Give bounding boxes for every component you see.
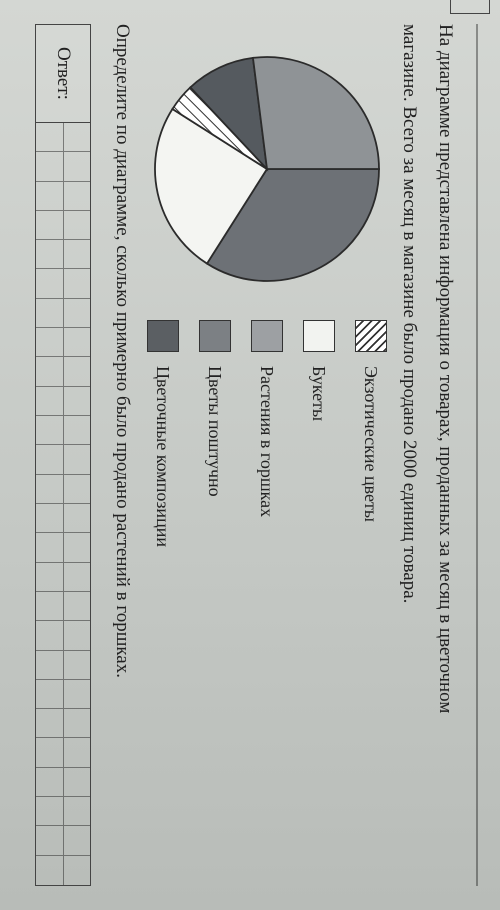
answer-cell[interactable] <box>36 533 63 562</box>
answer-cell[interactable] <box>63 797 90 826</box>
answer-cell[interactable] <box>63 269 90 298</box>
answer-cell[interactable] <box>36 738 63 767</box>
legend-swatch-single <box>199 320 231 352</box>
pie-slice <box>253 57 379 169</box>
legend-swatch-exotic <box>355 320 387 352</box>
answer-cell[interactable] <box>36 797 63 826</box>
answer-cell[interactable] <box>36 709 63 738</box>
task-text-line2: магазине. Всего за месяц в магазине было… <box>397 24 423 886</box>
answer-row: Ответ: <box>35 24 91 886</box>
answer-cell[interactable] <box>63 152 90 181</box>
answer-cell[interactable] <box>36 563 63 592</box>
answer-cell[interactable] <box>36 651 63 680</box>
legend-item-compositions: Цветочные композиции <box>147 320 179 547</box>
legend-swatch-pots <box>251 320 283 352</box>
answer-cell[interactable] <box>36 621 63 650</box>
task-text-line1: На диаграмме представлена информация о т… <box>432 24 458 886</box>
legend-item-exotic: Экзотические цветы <box>355 320 387 547</box>
answer-cell[interactable] <box>63 416 90 445</box>
legend-label-pots: Растения в горшках <box>256 366 277 517</box>
answer-cell[interactable] <box>63 592 90 621</box>
answer-cell[interactable] <box>36 328 63 357</box>
answer-cell[interactable] <box>36 387 63 416</box>
legend-item-bouquets: Букеты <box>303 320 335 547</box>
answer-cell[interactable] <box>36 768 63 797</box>
answer-cell[interactable] <box>63 182 90 211</box>
answer-cell[interactable] <box>36 357 63 386</box>
answer-cell[interactable] <box>63 533 90 562</box>
worksheet-page: На диаграмме представлена информация о т… <box>0 0 500 910</box>
question-text: Определите по диаграмме, сколько примерн… <box>111 24 133 886</box>
answer-cell[interactable] <box>63 504 90 533</box>
problem-number-box <box>450 0 490 14</box>
answer-cell[interactable] <box>63 563 90 592</box>
answer-cell[interactable] <box>36 504 63 533</box>
legend: Экзотические цветы Букеты Растения в гор… <box>147 320 387 547</box>
answer-label: Ответ: <box>35 24 91 123</box>
answer-cell[interactable] <box>63 680 90 709</box>
legend-label-compositions: Цветочные композиции <box>152 366 173 547</box>
answer-cell[interactable] <box>36 152 63 181</box>
answer-cell[interactable] <box>36 680 63 709</box>
answer-cell[interactable] <box>36 445 63 474</box>
answer-cell[interactable] <box>36 123 63 152</box>
legend-label-bouquets: Букеты <box>308 366 329 421</box>
answer-cell[interactable] <box>63 445 90 474</box>
answer-cell[interactable] <box>63 240 90 269</box>
answer-cell[interactable] <box>63 738 90 767</box>
answer-cell[interactable] <box>36 211 63 240</box>
answer-cell[interactable] <box>36 299 63 328</box>
answer-cell[interactable] <box>36 416 63 445</box>
answer-cell[interactable] <box>36 269 63 298</box>
legend-label-single: Цветы поштучно <box>204 366 225 497</box>
answer-cell[interactable] <box>36 240 63 269</box>
answer-cell[interactable] <box>36 826 63 855</box>
answer-cell[interactable] <box>36 592 63 621</box>
legend-label-exotic: Экзотические цветы <box>360 366 381 522</box>
answer-cell[interactable] <box>63 768 90 797</box>
answer-cell[interactable] <box>63 299 90 328</box>
answer-cell[interactable] <box>63 475 90 504</box>
answer-cell[interactable] <box>63 387 90 416</box>
answer-grid[interactable] <box>35 122 91 886</box>
answer-cell[interactable] <box>36 475 63 504</box>
answer-cell[interactable] <box>63 709 90 738</box>
answer-cell[interactable] <box>36 182 63 211</box>
top-rule <box>476 24 478 886</box>
answer-cell[interactable] <box>63 856 90 885</box>
answer-cell[interactable] <box>63 123 90 152</box>
legend-swatch-bouquets <box>303 320 335 352</box>
answer-cell[interactable] <box>63 651 90 680</box>
answer-cell[interactable] <box>63 621 90 650</box>
answer-cell[interactable] <box>63 328 90 357</box>
answer-cell[interactable] <box>63 357 90 386</box>
answer-cell[interactable] <box>63 826 90 855</box>
legend-item-pots: Растения в горшках <box>251 320 283 547</box>
pie-slices <box>155 57 379 281</box>
answer-cell[interactable] <box>36 856 63 885</box>
pie-chart <box>152 54 382 284</box>
chart-and-legend: Экзотические цветы Букеты Растения в гор… <box>147 54 387 886</box>
legend-item-single: Цветы поштучно <box>199 320 231 547</box>
answer-cell[interactable] <box>63 211 90 240</box>
legend-swatch-compositions <box>147 320 179 352</box>
